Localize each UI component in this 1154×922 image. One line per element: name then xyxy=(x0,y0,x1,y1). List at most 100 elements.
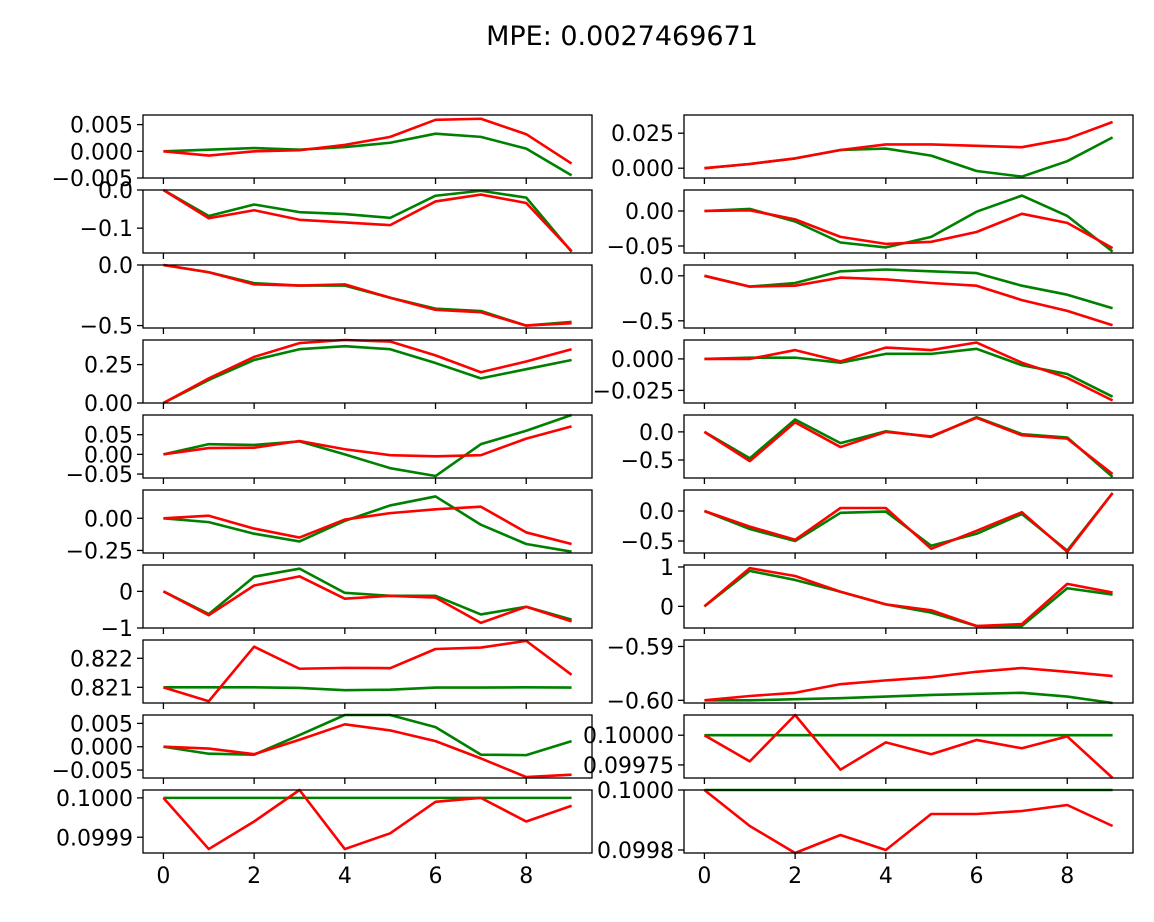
series-line-red xyxy=(703,566,1113,628)
y-tick-label: 0.00 xyxy=(625,200,674,225)
subplot-2: 0.025 0.000 xyxy=(611,114,1134,184)
figure-title: MPE: 0.0027469671 xyxy=(486,21,758,52)
series-line-green xyxy=(162,188,573,253)
series-line-red xyxy=(704,120,1114,170)
axes-frame xyxy=(142,789,593,854)
x-tick-label: 2 xyxy=(788,864,802,889)
y-tick-label: 0.0 xyxy=(639,421,674,446)
y-tick-label: −0.5 xyxy=(80,315,133,340)
y-tick-label: 0.0 xyxy=(639,500,674,525)
y-tick-label: 0.00 xyxy=(84,507,133,532)
y-tick-label: −0.25 xyxy=(66,539,133,564)
subplot-18: 0.10000 0.09975 xyxy=(583,713,1134,784)
series-line-green xyxy=(162,567,572,621)
axes-frame xyxy=(683,489,1134,554)
x-tick-label: 6 xyxy=(970,864,984,889)
series-line-red xyxy=(163,425,572,458)
series-line-red xyxy=(162,338,572,405)
axes-frame xyxy=(683,339,1134,404)
axes-frame xyxy=(683,414,1134,479)
subplot-grid: 0.0050.000−0.0050.0250.0000.0−0.10.00−0.… xyxy=(52,114,1134,889)
axes-frame xyxy=(142,114,593,179)
y-tick-label: 1 xyxy=(660,556,674,581)
series-line-red xyxy=(163,723,572,779)
y-tick-label: 0.25 xyxy=(84,354,133,379)
axes-frame xyxy=(683,564,1134,629)
y-tick-label: 0.000 xyxy=(70,140,133,165)
x-tick-label: 4 xyxy=(879,864,893,889)
y-tick-label: −0.005 xyxy=(52,167,133,192)
subplot-19: 0.1000 0.0999 0 2 4 6 8 xyxy=(56,787,593,889)
y-tick-label: 0.09975 xyxy=(583,754,674,779)
series-line-red xyxy=(163,263,572,327)
subplot-8: 0.000 −0.025 xyxy=(593,339,1134,409)
subplot-9: 0.050.00−0.05 xyxy=(66,413,593,488)
y-tick-label: −0.60 xyxy=(607,689,674,714)
y-tick-label: 0.822 xyxy=(70,647,133,672)
y-tick-label: 0.00 xyxy=(84,392,133,417)
y-tick-label: 0.0 xyxy=(98,179,133,204)
x-tick-label: 2 xyxy=(247,864,261,889)
series-line-green xyxy=(163,132,573,177)
x-tick-label: 0 xyxy=(156,864,170,889)
subplot-13: 0−1 xyxy=(101,564,593,642)
subplot-20: 0.1000 0.0998 0 2 4 6 8 xyxy=(597,779,1134,889)
x-tick-label: 4 xyxy=(338,864,352,889)
series-line-green xyxy=(163,413,573,478)
y-tick-label: −0.05 xyxy=(607,235,674,260)
series-line-red xyxy=(703,492,1114,554)
series-line-red xyxy=(162,188,573,252)
axes-frame xyxy=(142,189,593,254)
subplot-3: 0.0 −0.1 xyxy=(80,179,593,259)
series-line-red xyxy=(162,788,573,851)
y-tick-label: 0 xyxy=(119,580,133,605)
axes-frame xyxy=(683,789,1134,854)
y-tick-label: 0.000 xyxy=(70,736,133,761)
y-tick-label: 0.1000 xyxy=(56,787,133,812)
series-line-green xyxy=(704,268,1113,310)
y-tick-label: 0.000 xyxy=(611,348,674,373)
y-tick-label: 0.0999 xyxy=(56,826,133,851)
y-tick-label: 0.00 xyxy=(84,443,133,468)
subplot-4: 0.00 −0.05 xyxy=(607,189,1134,260)
series-line-red xyxy=(163,639,573,703)
series-line-red xyxy=(704,209,1114,250)
y-tick-label: −0.5 xyxy=(621,530,674,555)
series-line-red xyxy=(703,788,1114,855)
y-tick-label: −0.5 xyxy=(621,310,674,335)
y-tick-label: −0.025 xyxy=(593,379,674,404)
y-tick-label: −0.59 xyxy=(607,635,674,660)
series-line-red xyxy=(704,274,1113,327)
subplot-7: 0.25 0.00 xyxy=(84,338,593,417)
y-tick-label: 0 xyxy=(660,595,674,620)
subplot-10: 0.0 −0.5 xyxy=(621,414,1134,484)
subplot-6: 0.0 −0.5 xyxy=(621,264,1134,335)
y-tick-label: −0.05 xyxy=(66,463,133,488)
axes-frame xyxy=(683,189,1134,254)
axes-frame xyxy=(142,339,593,404)
y-tick-label: 0.0 xyxy=(639,265,674,290)
series-line-red xyxy=(703,713,1114,779)
subplot-14: 10 xyxy=(660,556,1134,634)
axes-frame xyxy=(683,714,1134,779)
y-tick-label: 0.10000 xyxy=(583,724,674,749)
subplot-15: 0.822 0.821 xyxy=(70,639,593,709)
x-tick-label: 8 xyxy=(519,864,533,889)
series-line-green xyxy=(704,691,1113,705)
x-tick-label: 0 xyxy=(697,864,711,889)
axes-frame xyxy=(142,414,593,479)
y-tick-label: 0.05 xyxy=(84,424,133,449)
y-tick-label: 0.025 xyxy=(611,122,674,147)
y-tick-label: 0.0 xyxy=(98,254,133,279)
series-line-red xyxy=(703,416,1114,476)
y-tick-label: −1 xyxy=(101,617,133,642)
y-tick-label: 0.0998 xyxy=(597,839,674,864)
series-line-red xyxy=(704,666,1113,702)
y-tick-label: 0.005 xyxy=(70,712,133,737)
y-tick-label: −0.5 xyxy=(621,449,674,474)
x-tick-label: 8 xyxy=(1060,864,1074,889)
subplot-16: −0.59 −0.60 xyxy=(607,635,1134,714)
